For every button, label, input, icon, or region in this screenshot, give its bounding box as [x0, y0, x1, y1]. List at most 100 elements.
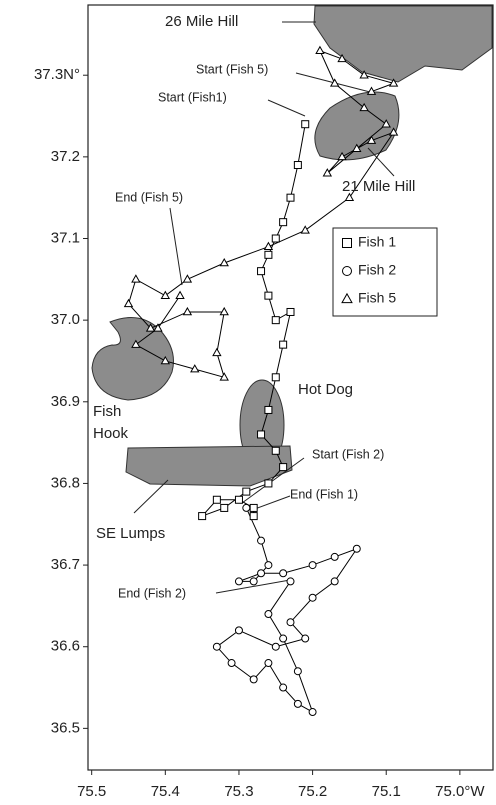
- annotation: Start (Fish 2): [312, 447, 384, 461]
- marker-circle: [264, 610, 273, 619]
- marker-triangle: [190, 364, 200, 373]
- marker-circle: [264, 561, 273, 570]
- annotation: Start (Fish 5): [196, 62, 268, 76]
- marker-square: [279, 463, 288, 472]
- marker-circle: [330, 552, 339, 561]
- marker-square: [293, 161, 302, 170]
- marker-square: [234, 495, 243, 504]
- y-tick-label: 37.1: [51, 229, 80, 246]
- marker-triangle: [153, 323, 163, 332]
- area-se-lumps: [125, 445, 293, 487]
- annotation: End (Fish 1): [290, 487, 358, 501]
- marker-circle: [257, 569, 266, 578]
- marker-circle: [279, 569, 288, 578]
- marker-triangle: [182, 274, 193, 283]
- marker-square: [286, 193, 295, 202]
- marker-circle: [279, 634, 288, 643]
- marker-square: [342, 238, 352, 248]
- tracks: [123, 45, 399, 717]
- marker-square: [286, 307, 295, 316]
- marker-triangle: [175, 290, 185, 299]
- annotation: End (Fish 2): [118, 586, 186, 600]
- marker-circle: [330, 577, 339, 586]
- marker-circle: [257, 536, 266, 545]
- marker-triangle: [131, 339, 141, 348]
- marker-circle: [293, 699, 302, 708]
- marker-square: [264, 479, 273, 488]
- leader: [251, 495, 291, 511]
- marker-circle: [286, 618, 295, 627]
- marker-circle: [308, 593, 317, 602]
- marker-triangle: [212, 347, 222, 357]
- marker-triangle: [341, 292, 353, 304]
- area-26-mile-hill: [313, 5, 493, 83]
- x-tick-label: 75.4: [151, 783, 180, 800]
- marker-square: [220, 503, 229, 512]
- marker-square: [257, 267, 266, 276]
- marker-circle: [264, 659, 273, 668]
- marker-triangle: [145, 323, 156, 332]
- track-line: [216, 507, 359, 714]
- marker-triangle: [315, 45, 325, 55]
- legend-label: Fish 1: [358, 234, 396, 250]
- marker-circle: [286, 577, 295, 586]
- marker-triangle: [123, 298, 134, 308]
- marker-triangle: [359, 70, 369, 79]
- leader: [215, 579, 291, 594]
- marker-square: [271, 446, 280, 455]
- legend: Fish 1 Fish 2 Fish 5: [332, 227, 438, 317]
- annotation: Start (Fish1): [158, 90, 227, 104]
- y-tick-label: 36.8: [51, 474, 80, 491]
- marker-triangle: [337, 53, 347, 63]
- marker-square: [242, 487, 251, 496]
- marker-circle: [301, 634, 310, 643]
- marker-square: [249, 512, 258, 521]
- y-tick-label: 36.5: [51, 719, 80, 736]
- x-tick-label: 75.2: [298, 783, 327, 800]
- x-tick-label: 75.3: [224, 783, 253, 800]
- annotation: End (Fish 5): [115, 190, 183, 204]
- marker-circle: [242, 503, 251, 512]
- marker-square: [257, 430, 266, 439]
- marker-triangle: [300, 225, 310, 234]
- region-label: Fish: [93, 403, 121, 420]
- marker-square: [271, 316, 280, 325]
- marker-triangle: [329, 78, 340, 87]
- marker-triangle: [322, 168, 333, 177]
- y-tick-label: 36.7: [51, 556, 80, 573]
- marker-square: [212, 495, 221, 504]
- marker-triangle: [219, 306, 229, 316]
- marker-triangle: [366, 86, 377, 95]
- marker-square: [279, 340, 288, 349]
- y-tick-label: 37.0: [51, 311, 80, 328]
- marker-circle: [308, 708, 317, 717]
- marker-square: [249, 503, 258, 512]
- marker-circle: [212, 642, 221, 651]
- marker-triangle: [352, 143, 362, 152]
- marker-circle: [279, 683, 288, 692]
- marker-triangle: [388, 127, 399, 136]
- marker-triangle: [160, 290, 171, 299]
- marker-triangle: [131, 274, 141, 283]
- y-tick-label: 36.6: [51, 638, 80, 655]
- marker-triangle: [219, 257, 229, 267]
- marker-triangle: [337, 151, 347, 161]
- y-tick-label: 37.2: [51, 148, 80, 165]
- marker-circle: [308, 561, 317, 570]
- marker-square: [264, 291, 273, 300]
- region-label: Hot Dog: [298, 381, 353, 398]
- legend-label: Fish 5: [358, 290, 396, 306]
- marker-triangle: [344, 192, 355, 201]
- marker-square: [301, 120, 310, 129]
- leader: [169, 207, 183, 286]
- leader: [267, 99, 306, 117]
- leader: [367, 147, 395, 177]
- legend-label: Fish 2: [358, 262, 396, 278]
- marker-square: [279, 218, 288, 227]
- marker-circle: [342, 266, 352, 276]
- marker-circle: [234, 577, 243, 586]
- marker-triangle: [366, 135, 377, 144]
- marker-circle: [234, 626, 243, 635]
- region-label: Hook: [93, 425, 129, 442]
